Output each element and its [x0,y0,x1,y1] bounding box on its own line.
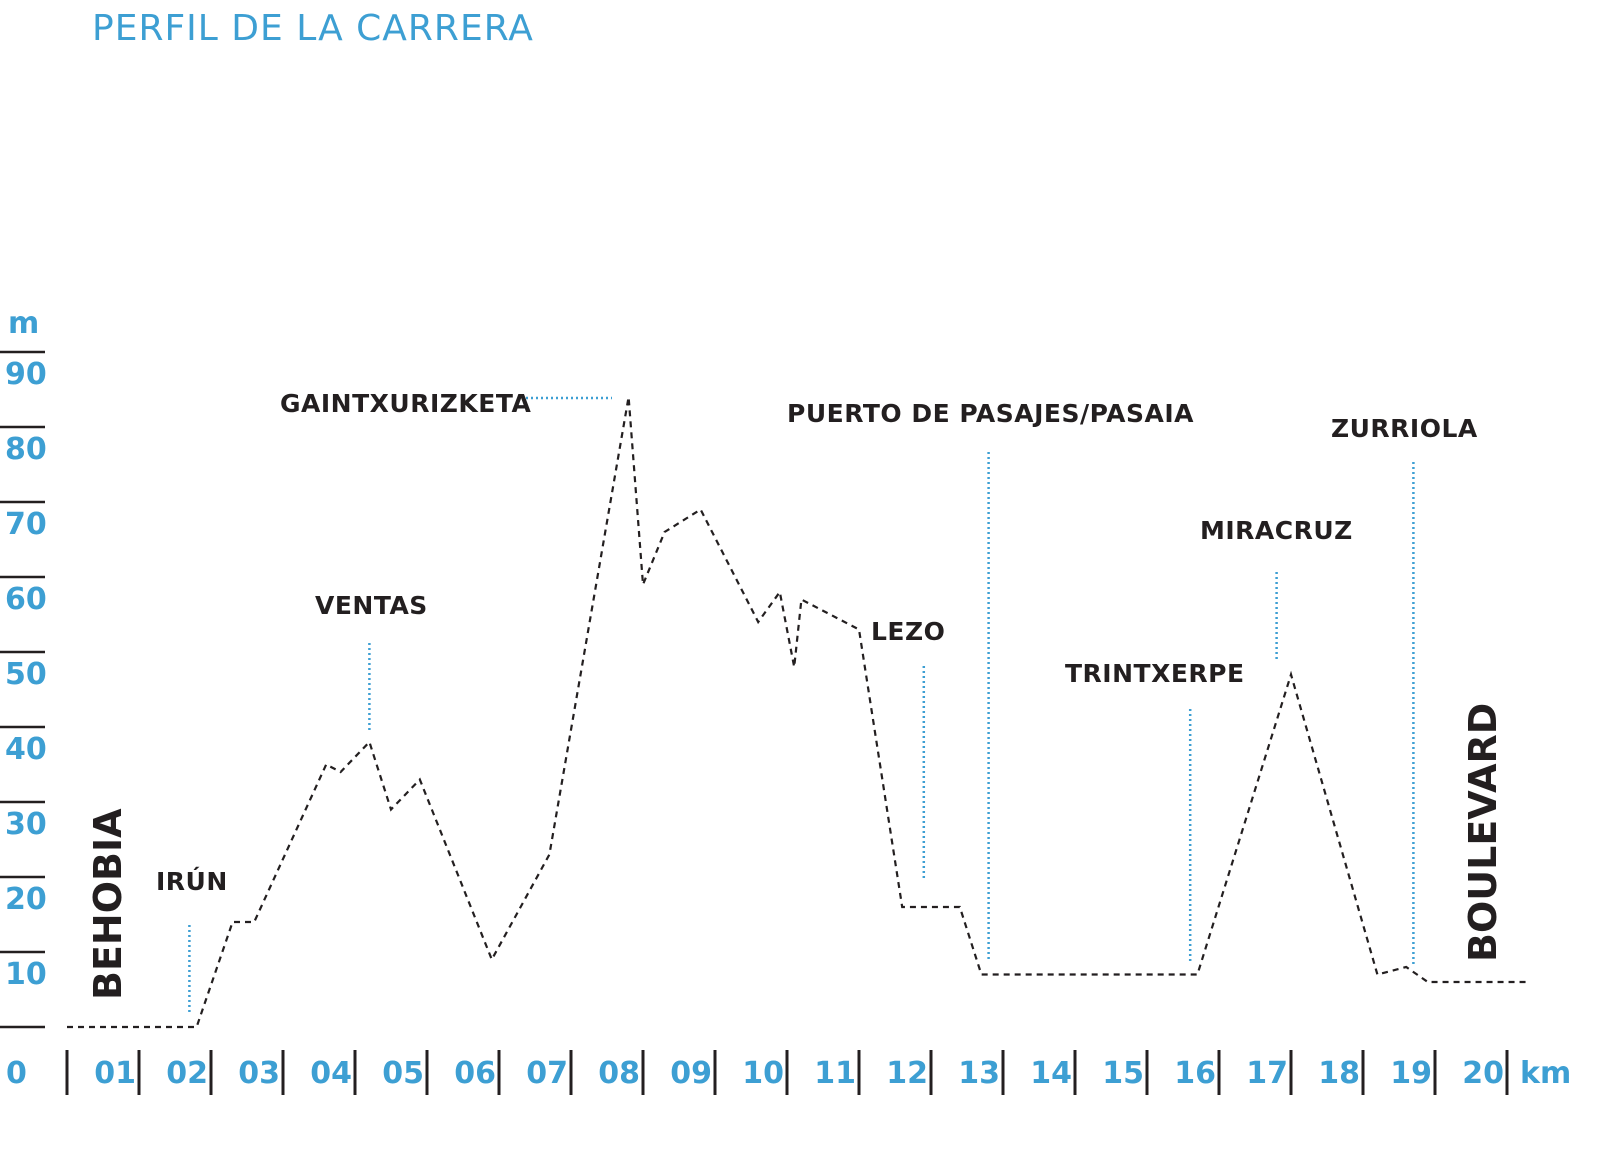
x-tick-label: 16 [1174,1056,1216,1091]
x-tick-label: 09 [670,1056,712,1091]
label-miracruz: MIRACRUZ [1200,516,1353,545]
label-gaintxurizketa: GAINTXURIZKETA [280,389,531,418]
y-axis: 10 20 30 40 50 60 70 80 90 [0,350,47,1029]
elevation-profile-line [67,396,1529,1029]
x-tick-label: 04 [310,1056,352,1091]
y-tick-label: 90 [5,357,47,392]
x-tick-label: 13 [958,1056,1000,1091]
x-tick-label: 0 [6,1056,27,1091]
x-tick-label: 20 [1462,1056,1504,1091]
y-tick-label: 40 [5,732,47,767]
chart-title: PERFIL DE LA CARRERA [92,8,534,49]
annotation-labels: BEHOBIA IRÚN VENTAS GAINTXURIZKETA LEZO … [86,389,1505,1000]
label-behobia: BEHOBIA [86,808,130,1000]
label-ventas: VENTAS [315,591,428,620]
x-tick-label: 17 [1246,1056,1288,1091]
x-tick-label: 14 [1030,1056,1072,1091]
label-trintxerpe: TRINTXERPE [1065,659,1245,688]
label-irun: IRÚN [156,866,228,896]
x-tick-label: 08 [598,1056,640,1091]
x-tick-label: 15 [1102,1056,1144,1091]
y-axis-unit-label: m [8,306,39,341]
y-tick-label: 50 [5,657,47,692]
x-tick-label: 03 [238,1056,280,1091]
x-tick-label: 05 [382,1056,424,1091]
label-boulevard: BOULEVARD [1461,703,1505,962]
y-tick-label: 70 [5,507,47,542]
x-tick-label: 06 [454,1056,496,1091]
x-tick-label: 12 [886,1056,928,1091]
x-tick-label: 18 [1318,1056,1360,1091]
x-tick-label: 07 [526,1056,568,1091]
annotation-leaders [188,396,1415,1013]
x-tick-label: 02 [166,1056,208,1091]
y-tick-label: 10 [5,957,47,992]
label-lezo: LEZO [871,617,945,646]
x-tick-label: 11 [814,1056,856,1091]
y-tick-label: 30 [5,807,47,842]
y-tick-label: 80 [5,432,47,467]
x-axis-unit-label: km [1520,1056,1571,1091]
y-tick-label: 20 [5,882,47,917]
label-zurriola: ZURRIOLA [1331,414,1478,443]
y-tick-label: 60 [5,582,47,617]
x-tick-label: 19 [1390,1056,1432,1091]
label-puerto-de-pasajes: PUERTO DE PASAJES/PASAIA [787,399,1194,428]
x-tick-label: 10 [742,1056,784,1091]
x-axis: 0 01 02 03 04 05 06 07 08 09 10 11 12 13 14 15 16 17 18 19 2… [6,1050,1509,1095]
x-tick-label: 01 [94,1056,136,1091]
